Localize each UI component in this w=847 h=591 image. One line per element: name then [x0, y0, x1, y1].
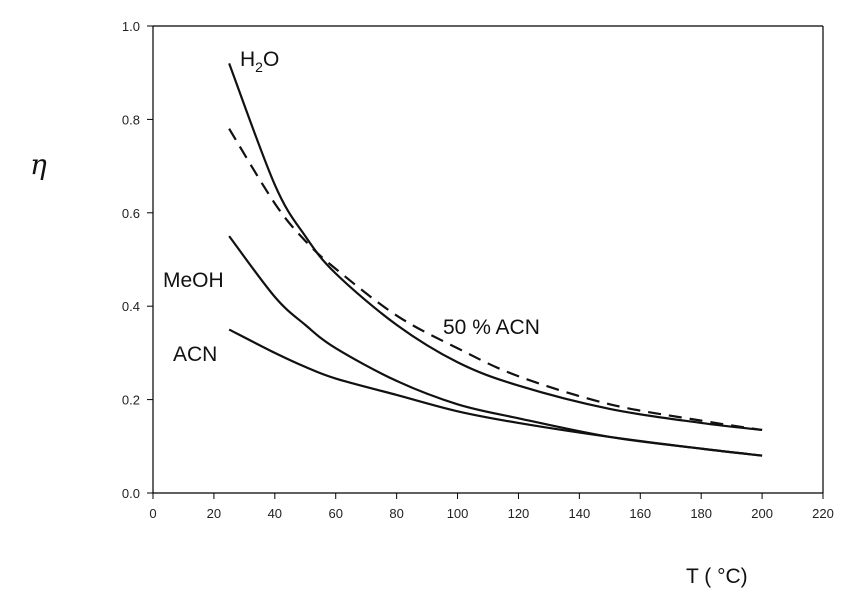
series-labels: H2O 50 % ACN MeOH ACN: [163, 48, 540, 366]
series-line-h2o: [228, 62, 763, 432]
x-axis: 0 20 40 60 80 100 120 140 160 180 200 220: [149, 25, 834, 521]
y-tick-label: 0.8: [122, 112, 140, 127]
series-label-h2o: H2O: [240, 48, 279, 75]
y-tick-label: 0.0: [122, 486, 140, 501]
series-label-meoh: MeOH: [163, 269, 224, 292]
x-tick-label: 140: [569, 506, 591, 521]
x-tick-label: 100: [447, 506, 469, 521]
series-line-acn: [228, 328, 763, 457]
series-layer: [228, 62, 763, 457]
series-label-acn: ACN: [173, 343, 217, 366]
y-axis-title: η: [30, 148, 47, 181]
series-label-50-acn: 50 % ACN: [443, 316, 540, 339]
plot-area: 0 20 40 60 80 100 120 140 160 180 200 220 0.0 0.2 0.4…: [122, 19, 834, 521]
y-tick-label: 1.0: [122, 19, 140, 34]
x-tick-label: 180: [690, 506, 712, 521]
x-tick-label: 160: [629, 506, 651, 521]
y-tick-label: 0.2: [122, 393, 140, 408]
x-tick-label: 120: [508, 506, 530, 521]
x-tick-label: 220: [812, 506, 834, 521]
x-tick-label: 60: [328, 506, 342, 521]
series-line-50-acn: [228, 128, 763, 432]
x-tick-label: 40: [268, 506, 282, 521]
series-line-meoh: [228, 235, 763, 457]
x-tick-label: 80: [389, 506, 403, 521]
x-tick-label: 200: [751, 506, 773, 521]
x-tick-label: 20: [207, 506, 221, 521]
y-tick-label: 0.6: [122, 206, 140, 221]
x-axis-title: T ( °C): [686, 565, 748, 588]
x-tick-label: 0: [149, 506, 156, 521]
y-axis: 0.0 0.2 0.4 0.6 0.8 1.0: [122, 19, 824, 501]
y-tick-label: 0.4: [122, 299, 140, 314]
